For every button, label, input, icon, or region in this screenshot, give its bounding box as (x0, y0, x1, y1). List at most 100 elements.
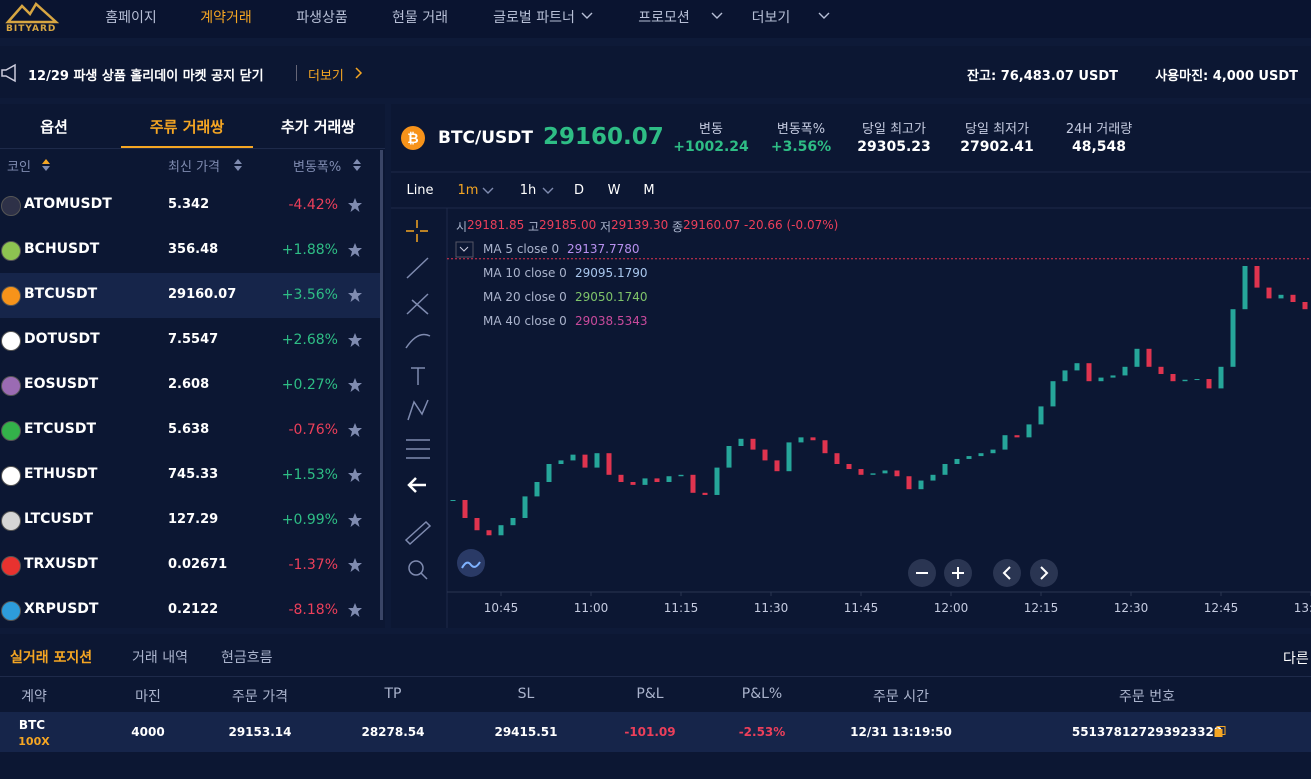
candle (690, 474, 696, 493)
favorite-star[interactable] (348, 198, 362, 212)
coin-name[interactable]: TRXUSDT (24, 556, 98, 572)
nav-item[interactable]: 파생상품 (296, 10, 348, 26)
nav-item[interactable]: 홈페이지 (105, 10, 157, 26)
favorite-star[interactable] (348, 513, 362, 527)
candle (1230, 309, 1236, 367)
candle (1290, 294, 1296, 302)
coin-price: 5.342 (168, 197, 210, 212)
favorite-star[interactable] (348, 468, 362, 482)
market-tab[interactable]: 추가 거래쌍 (280, 118, 356, 136)
favorite-star[interactable] (348, 423, 362, 437)
notice-more[interactable]: 더보기 (308, 69, 344, 84)
coin-change: -0.76% (288, 422, 338, 438)
favorite-star[interactable] (348, 243, 362, 257)
notice-text[interactable]: 12/29 파생 상품 홀리데이 마켓 공지 닫기 (28, 69, 264, 84)
candle (882, 470, 888, 474)
candle (594, 453, 600, 468)
interval[interactable]: Line (406, 183, 434, 198)
coin-name[interactable]: ATOMUSDT (24, 196, 112, 212)
candle (618, 474, 624, 482)
coin-icon (1, 331, 21, 351)
coin-name[interactable]: ETCUSDT (24, 421, 97, 437)
scroll-right[interactable] (1030, 559, 1058, 587)
table-header: 계약 (21, 689, 47, 705)
interval[interactable]: 1m (457, 183, 479, 198)
coin-name[interactable]: EOSUSDT (24, 376, 99, 392)
favorite-star[interactable] (348, 288, 362, 302)
favorite-star[interactable] (348, 603, 362, 617)
ma-value: 29038.5343 (575, 314, 648, 328)
copy-icon[interactable] (1214, 726, 1226, 738)
favorite-star[interactable] (348, 333, 362, 347)
coin-icon (1, 511, 21, 531)
coin-name[interactable]: BTCUSDT (24, 286, 98, 302)
column-header[interactable]: 변동폭% (293, 160, 342, 175)
position-tab[interactable]: 실거래 포지션 (10, 650, 93, 666)
scroll-left[interactable] (993, 559, 1021, 587)
coin-price: 0.2122 (168, 602, 219, 617)
favorite-star[interactable] (348, 378, 362, 392)
column-header[interactable]: 코인 (7, 160, 31, 175)
x-tick-label: 12:45 (1204, 601, 1239, 615)
ohlc-label: 고 (528, 220, 540, 234)
interval[interactable]: M (643, 183, 655, 198)
x-tick-label: 12:15 (1024, 601, 1059, 615)
table-row (0, 712, 1311, 752)
table-header: P&L (636, 686, 664, 702)
coin-name[interactable]: XRPUSDT (24, 601, 99, 617)
nav-item[interactable]: 계약거래 (200, 10, 252, 26)
coin-name[interactable]: BCHUSDT (24, 241, 100, 257)
nav-item[interactable]: 더보기 (751, 10, 791, 26)
coin-icon (1, 241, 21, 261)
coin-icon (1, 376, 21, 396)
coin-price: 0.02671 (168, 557, 228, 572)
candle (846, 464, 852, 470)
x-tick-label: 12:30 (1114, 601, 1149, 615)
candle (966, 456, 972, 459)
candle (726, 446, 732, 468)
market-tab[interactable]: 주류 거래쌍 (149, 118, 225, 136)
stat-label: 변동 (699, 122, 723, 137)
coin-name[interactable]: DOTUSDT (24, 331, 100, 347)
column-header[interactable]: 최신 가격 (168, 160, 220, 175)
interval[interactable]: W (607, 183, 621, 198)
candle (1038, 406, 1044, 425)
candle (1194, 379, 1200, 381)
separator (296, 65, 297, 81)
position-tab[interactable]: 거래 내역 (132, 650, 188, 666)
interval[interactable]: 1h (519, 183, 537, 198)
nav-item[interactable]: 프로모션 (638, 10, 690, 26)
chevron (482, 187, 494, 194)
coin-change: -1.37% (288, 557, 338, 573)
coin-name[interactable]: LTCUSDT (24, 511, 94, 527)
drawing-tools[interactable] (404, 220, 432, 580)
interval[interactable]: D (573, 183, 584, 198)
coin-change: +2.68% (281, 332, 338, 348)
notice-bar (0, 46, 1311, 98)
top-nav (0, 0, 1311, 38)
candle (894, 470, 900, 477)
nav-item[interactable]: 현물 거래 (392, 10, 448, 26)
position-tab[interactable]: 현금흐름 (221, 650, 273, 666)
ma-label: MA 10 close 0 (483, 266, 567, 280)
nav-item[interactable]: 글로벌 파트너 (493, 10, 575, 26)
table-header: P&L% (741, 686, 783, 702)
favorite-star[interactable] (348, 558, 362, 572)
x-tick-label: 11:45 (844, 601, 879, 615)
table-cell: -2.53% (738, 725, 786, 739)
logo-text: BITYARD (6, 24, 57, 34)
coin-icon (1, 601, 21, 621)
candle (1218, 366, 1224, 389)
table-cell: 29415.51 (494, 725, 558, 739)
coin-name[interactable]: ETHUSDT (24, 466, 98, 482)
more-link[interactable]: 다른 (1283, 651, 1309, 667)
ohlc-change: -20.66 (-0.07%) (744, 218, 839, 232)
coin-price: 745.33 (168, 467, 219, 482)
candle (510, 518, 516, 526)
candle (1266, 287, 1272, 299)
margin: 사용마진: 4,000 USDT (1155, 69, 1298, 84)
chart-type-button[interactable] (457, 549, 485, 577)
collapse-button[interactable] (455, 241, 474, 258)
coin-price: 356.48 (168, 242, 219, 257)
market-tab[interactable]: 옵션 (40, 118, 68, 136)
